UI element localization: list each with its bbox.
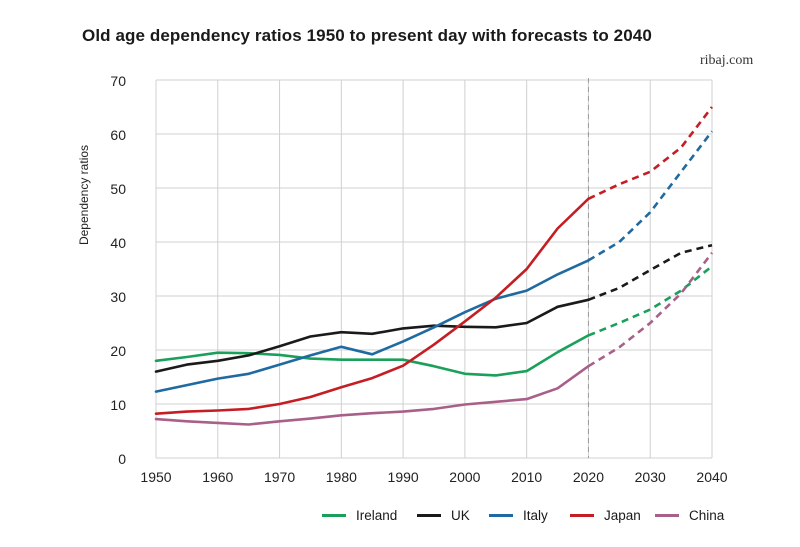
legend-swatch	[489, 513, 513, 517]
x-axis-ticks: 1950 1960 1970 1980 1990 2000 2010 2020 2030 2040	[140, 469, 727, 485]
y-axis-ticks: 0 10 20 30 40 50 60 70	[110, 73, 126, 467]
legend-label: UK	[451, 507, 470, 523]
legend-swatch	[322, 513, 346, 517]
legend: Ireland UK Italy Japan China	[322, 505, 792, 525]
series-forecast-line-japan	[587, 106, 714, 200]
series-line-japan	[154, 197, 590, 416]
legend-item-italy: Italy	[489, 505, 548, 525]
x-tick-label: 1990	[388, 469, 419, 485]
chart-title: Old age dependency ratios 1950 to presen…	[82, 26, 652, 45]
y-tick-label: 40	[110, 235, 126, 251]
series-line-ireland	[154, 334, 590, 377]
x-tick-label: 2000	[449, 469, 480, 485]
series-line-uk	[154, 298, 590, 373]
legend-swatch	[417, 513, 441, 517]
source-label: ribaj.com	[700, 53, 754, 68]
legend-item-japan: Japan	[570, 505, 641, 525]
y-tick-label: 0	[118, 451, 126, 467]
series-forecast-line-italy	[587, 130, 714, 262]
legend-item-uk: UK	[417, 505, 470, 525]
x-tick-label: 2040	[696, 469, 727, 485]
legend-label: Ireland	[356, 507, 398, 523]
x-tick-label: 2030	[635, 469, 666, 485]
y-tick-label: 70	[110, 73, 126, 89]
legend-swatch	[570, 513, 594, 517]
legend-label: Japan	[604, 507, 641, 523]
series-forecast-line-china	[587, 252, 714, 368]
legend-item-ireland: Ireland	[322, 505, 397, 525]
series-forecast-line-uk	[587, 243, 713, 302]
series-line-italy	[154, 259, 590, 393]
legend-item-china: China	[655, 505, 724, 525]
gridlines	[155, 79, 713, 459]
legend-label: Italy	[523, 507, 548, 523]
y-tick-label: 10	[110, 397, 126, 413]
x-tick-label: 1950	[140, 469, 171, 485]
y-tick-label: 50	[110, 181, 126, 197]
series-line-china	[154, 364, 590, 426]
x-tick-label: 1980	[326, 469, 357, 485]
x-tick-label: 2020	[573, 469, 604, 485]
y-tick-label: 60	[110, 127, 126, 143]
x-tick-label: 1970	[264, 469, 295, 485]
legend-label: China	[689, 507, 725, 523]
y-tick-label: 30	[110, 289, 126, 305]
x-tick-label: 1960	[202, 469, 233, 485]
y-tick-label: 20	[110, 343, 126, 359]
x-tick-label: 2010	[511, 469, 542, 485]
legend-swatch	[655, 513, 679, 517]
series-lines	[154, 106, 714, 426]
